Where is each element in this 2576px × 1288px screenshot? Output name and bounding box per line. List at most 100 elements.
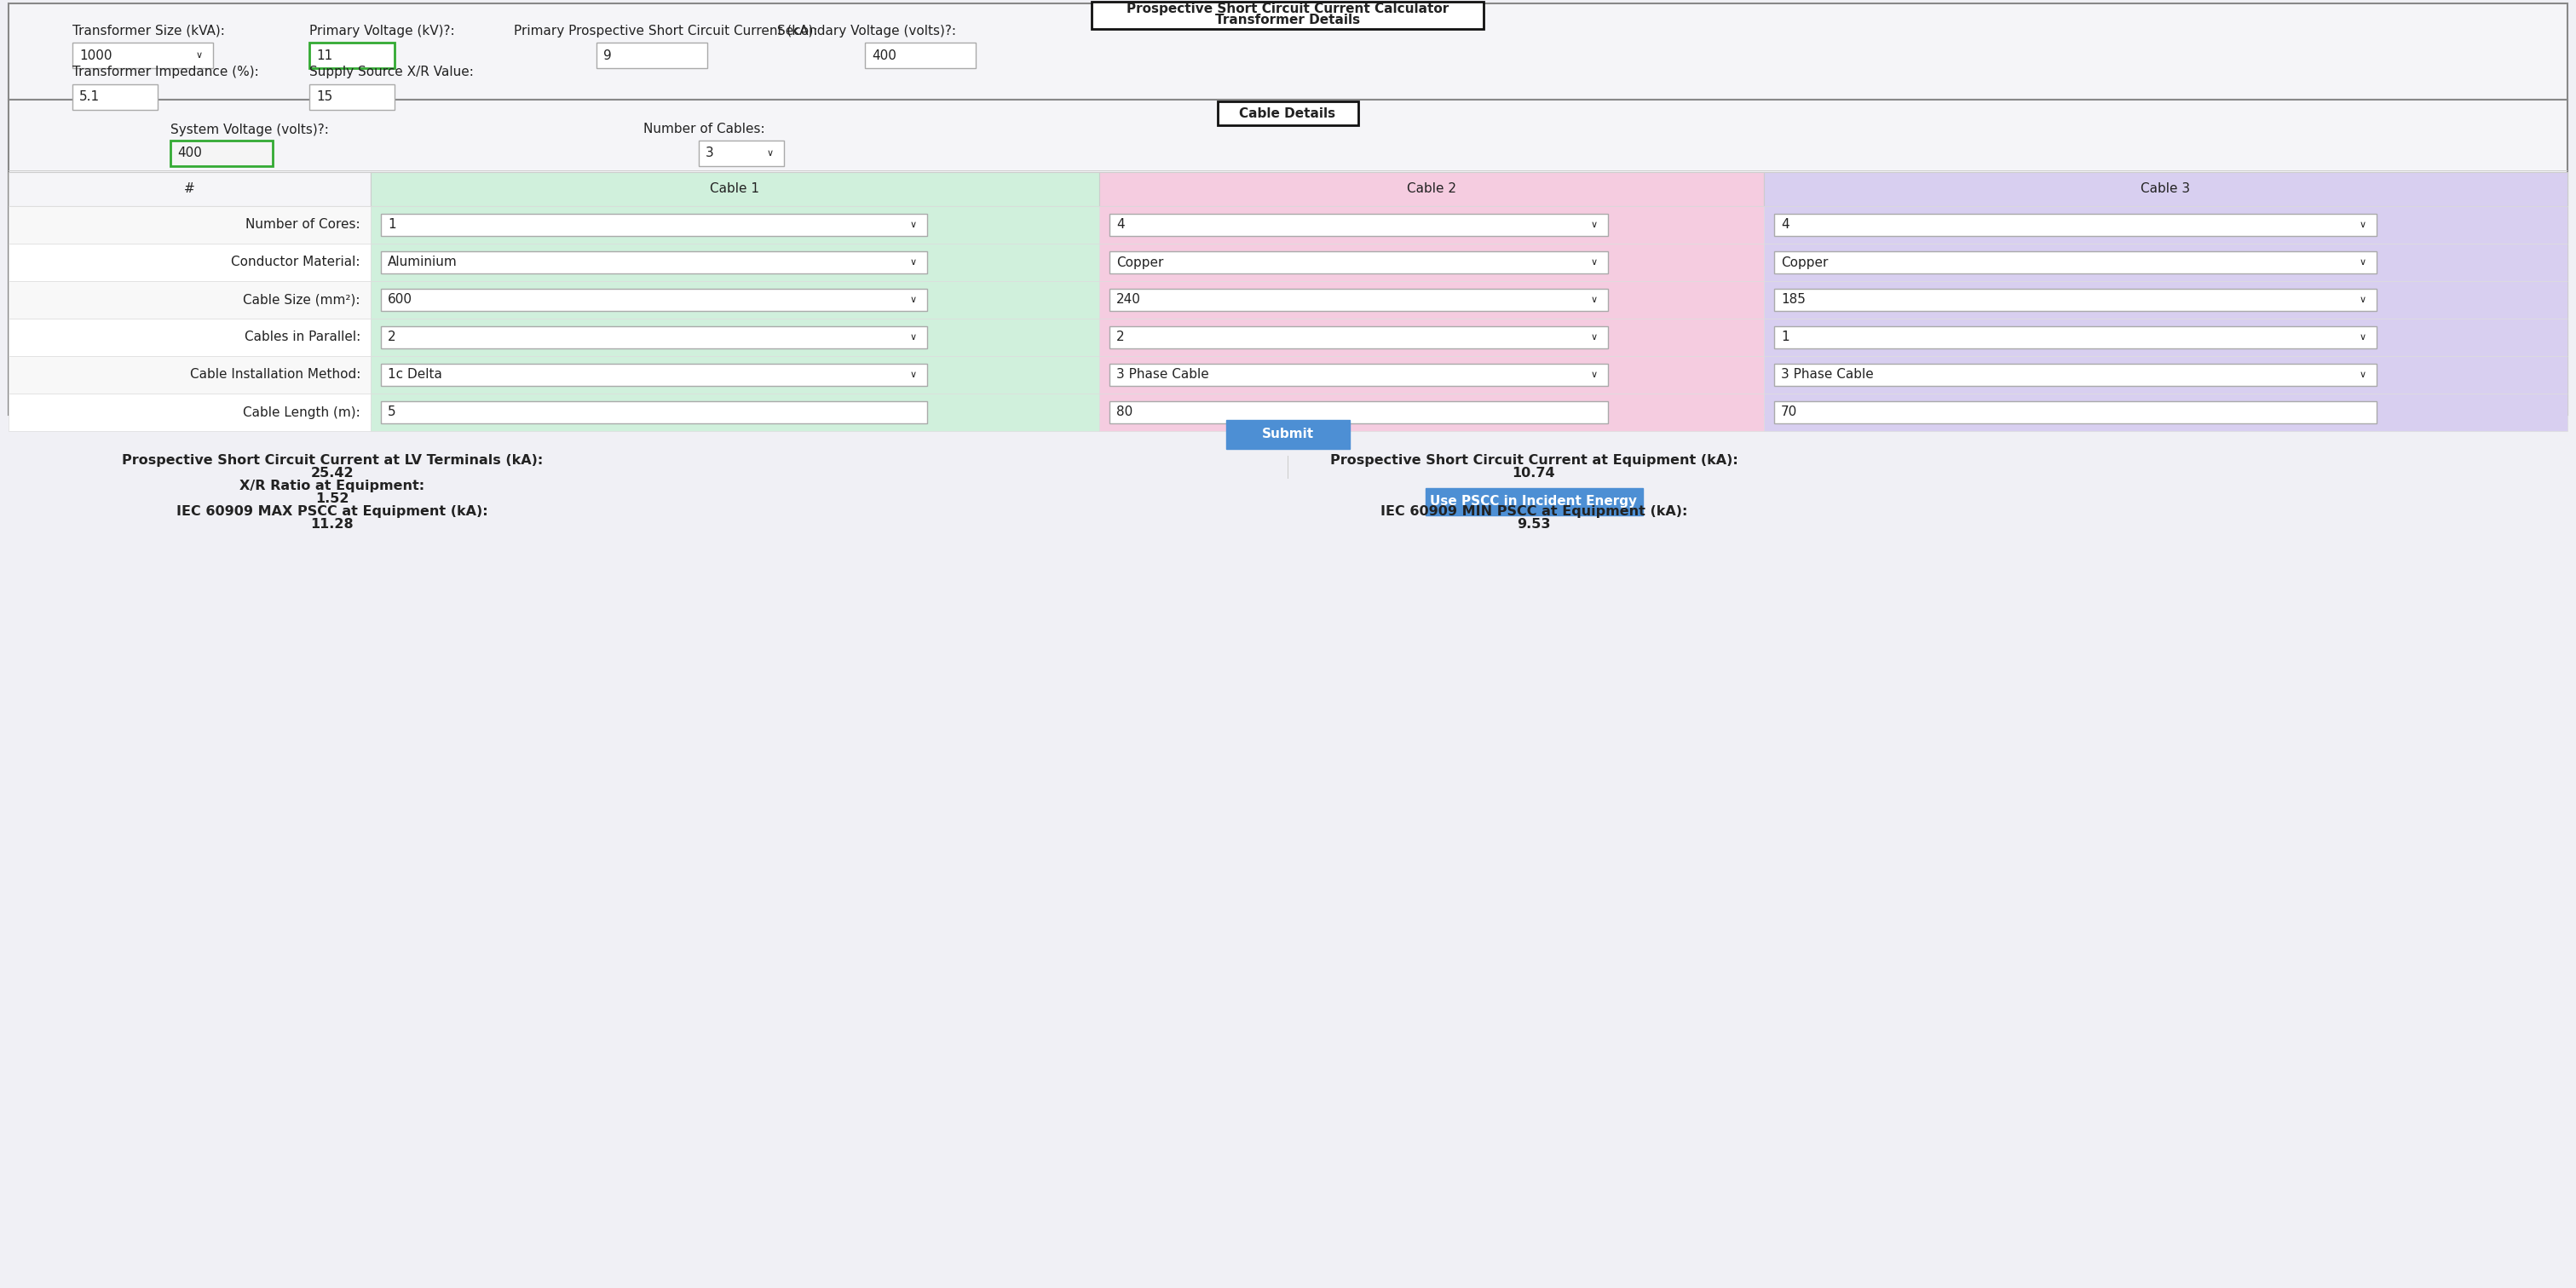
Bar xyxy=(371,355,1100,394)
Text: 3 Phase Cable: 3 Phase Cable xyxy=(1115,368,1208,381)
Text: IEC 60909 MAX PSCC at Equipment (kA):: IEC 60909 MAX PSCC at Equipment (kA): xyxy=(178,505,487,518)
Text: IEC 60909 MIN PSCC at Equipment (kA):: IEC 60909 MIN PSCC at Equipment (kA): xyxy=(1381,505,1687,518)
Bar xyxy=(1110,363,1607,386)
Text: Number of Cores:: Number of Cores: xyxy=(245,219,361,232)
Bar xyxy=(381,363,927,386)
Bar xyxy=(698,140,783,166)
Bar xyxy=(1765,243,2568,281)
Text: ∨: ∨ xyxy=(2360,371,2367,379)
Text: Prospective Short Circuit Current Calculator: Prospective Short Circuit Current Calcul… xyxy=(1126,3,1448,15)
Bar xyxy=(170,140,273,166)
Bar xyxy=(1765,318,2568,355)
Bar xyxy=(371,243,1100,281)
Bar xyxy=(1775,289,2378,310)
Text: Cable Length (m):: Cable Length (m): xyxy=(242,406,361,419)
Bar xyxy=(72,84,157,109)
Bar xyxy=(309,84,394,109)
Bar xyxy=(1100,206,1765,243)
Text: 600: 600 xyxy=(389,294,412,307)
Text: 4: 4 xyxy=(1780,219,1790,232)
Text: ∨: ∨ xyxy=(1592,334,1597,341)
Text: ∨: ∨ xyxy=(2360,334,2367,341)
Text: 2: 2 xyxy=(389,331,397,344)
Text: 9.53: 9.53 xyxy=(1517,518,1551,531)
Text: Prospective Short Circuit Current at LV Terminals (kA):: Prospective Short Circuit Current at LV … xyxy=(121,453,544,466)
Text: 240: 240 xyxy=(1115,294,1141,307)
Text: 1000: 1000 xyxy=(80,49,111,62)
Bar xyxy=(371,173,1100,206)
Bar xyxy=(1110,214,1607,236)
Bar xyxy=(1775,363,2378,386)
Text: Transformer Details: Transformer Details xyxy=(1216,14,1360,27)
Text: Transformer Size (kVA):: Transformer Size (kVA): xyxy=(72,24,224,37)
Text: 1.52: 1.52 xyxy=(314,492,350,505)
Bar xyxy=(8,4,2568,99)
Bar xyxy=(371,206,1100,243)
Bar xyxy=(1765,281,2568,318)
Text: System Voltage (volts)?:: System Voltage (volts)?: xyxy=(170,124,330,135)
Text: 2: 2 xyxy=(1115,331,1126,344)
Text: ∨: ∨ xyxy=(1592,220,1597,229)
Bar xyxy=(72,43,214,68)
Text: ∨: ∨ xyxy=(768,149,773,157)
Bar xyxy=(1110,326,1607,349)
Text: 3 Phase Cable: 3 Phase Cable xyxy=(1780,368,1873,381)
Bar xyxy=(381,326,927,349)
Text: ∨: ∨ xyxy=(2360,295,2367,304)
Bar xyxy=(309,43,394,68)
Bar xyxy=(598,43,708,68)
Bar xyxy=(1100,318,1765,355)
Bar xyxy=(1765,355,2568,394)
Text: ∨: ∨ xyxy=(2360,258,2367,267)
Text: 1: 1 xyxy=(389,219,397,232)
Bar xyxy=(1765,173,2568,206)
Text: Transformer Impedance (%):: Transformer Impedance (%): xyxy=(72,66,258,79)
Bar xyxy=(1775,251,2378,273)
Bar xyxy=(1775,326,2378,349)
Text: Secondary Voltage (volts)?:: Secondary Voltage (volts)?: xyxy=(778,24,956,37)
Text: Cable 2: Cable 2 xyxy=(1406,183,1455,196)
Text: #: # xyxy=(183,183,196,196)
Bar xyxy=(1092,1,1484,28)
Bar xyxy=(381,214,927,236)
Bar xyxy=(1425,488,1643,515)
Bar xyxy=(8,99,2568,415)
Text: Copper: Copper xyxy=(1115,256,1164,269)
Bar xyxy=(1765,394,2568,431)
Text: 400: 400 xyxy=(178,147,201,160)
Bar xyxy=(381,289,927,310)
Text: Supply Source X/R Value:: Supply Source X/R Value: xyxy=(309,66,474,79)
Text: 9: 9 xyxy=(603,49,611,62)
Text: ∨: ∨ xyxy=(2360,220,2367,229)
Bar xyxy=(1110,402,1607,424)
Text: ∨: ∨ xyxy=(909,295,917,304)
Bar xyxy=(1110,289,1607,310)
Text: 10.74: 10.74 xyxy=(1512,466,1556,479)
Text: 400: 400 xyxy=(871,49,896,62)
Text: ∨: ∨ xyxy=(909,371,917,379)
Bar xyxy=(1226,420,1350,450)
Text: 70: 70 xyxy=(1780,406,1798,419)
Text: 5: 5 xyxy=(389,406,397,419)
Bar xyxy=(1218,102,1358,125)
Text: ∨: ∨ xyxy=(909,334,917,341)
Text: 11.28: 11.28 xyxy=(312,518,353,531)
Text: 1c Delta: 1c Delta xyxy=(389,368,443,381)
Bar xyxy=(1775,214,2378,236)
Text: Use PSCC in Incident Energy: Use PSCC in Incident Energy xyxy=(1430,496,1638,509)
Text: 80: 80 xyxy=(1115,406,1133,419)
Text: 3: 3 xyxy=(706,147,714,160)
Text: ∨: ∨ xyxy=(909,220,917,229)
Text: 4: 4 xyxy=(1115,219,1126,232)
Bar xyxy=(1100,281,1765,318)
Bar xyxy=(8,206,371,243)
Bar xyxy=(371,318,1100,355)
Text: Primary Voltage (kV)?:: Primary Voltage (kV)?: xyxy=(309,24,456,37)
Text: Cable Installation Method:: Cable Installation Method: xyxy=(191,368,361,381)
Bar xyxy=(371,281,1100,318)
Text: Aluminium: Aluminium xyxy=(389,256,459,269)
Text: Conductor Material:: Conductor Material: xyxy=(232,256,361,269)
Text: ∨: ∨ xyxy=(1592,295,1597,304)
Bar xyxy=(381,402,927,424)
Bar xyxy=(1775,402,2378,424)
